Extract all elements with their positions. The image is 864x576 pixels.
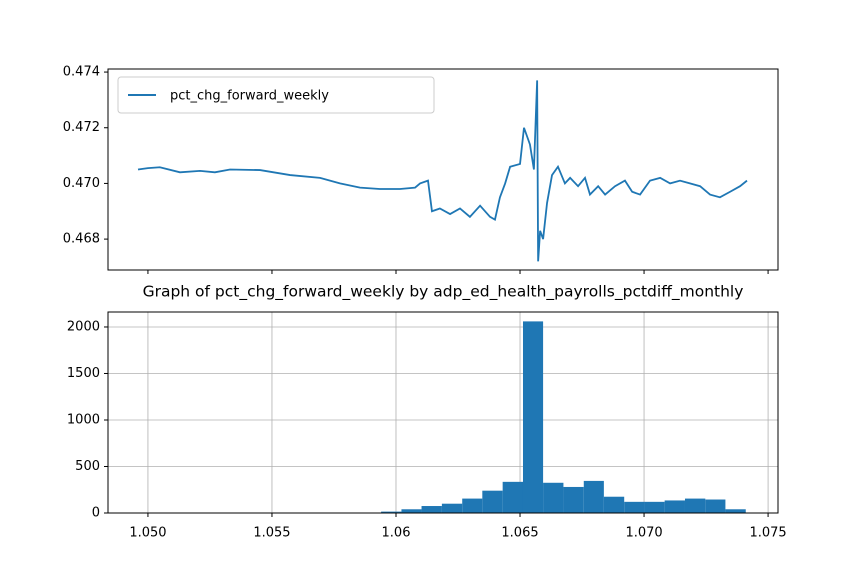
bar: [603, 496, 625, 513]
axes-frame: [107, 68, 779, 271]
bar: [482, 490, 503, 513]
legend-box: [117, 76, 435, 114]
bar: [705, 499, 726, 513]
bar: [381, 511, 402, 513]
bar: [543, 482, 564, 513]
bar: [421, 506, 442, 513]
bar: [401, 509, 422, 513]
y-tick-label: 2000: [67, 319, 100, 334]
x-tick-label: 1.055: [253, 526, 290, 541]
y-tick-label: 0.472: [63, 120, 100, 135]
chart-title: Graph of pct_chg_forward_weekly by adp_e…: [143, 283, 744, 302]
x-tick-label: 1.06: [382, 526, 411, 541]
line: [137, 80, 748, 262]
y-tick-label: 0.468: [63, 232, 100, 247]
legend-label: pct_chg_forward_weekly: [170, 89, 329, 104]
y-tick-label: 0.470: [63, 176, 100, 191]
y-tick-label: 0: [92, 506, 100, 521]
bar: [502, 481, 523, 513]
bar: [563, 486, 584, 513]
axes-frame: [107, 311, 779, 514]
bar: [664, 500, 685, 513]
bar: [725, 509, 746, 513]
bar: [462, 498, 483, 513]
y-tick-label: 1000: [67, 412, 100, 427]
bar: [583, 480, 604, 513]
bar: [522, 321, 544, 513]
y-tick-label: 500: [75, 459, 100, 474]
x-tick-label: 1.050: [129, 526, 166, 541]
bar: [624, 501, 645, 513]
bar: [441, 503, 463, 513]
bar: [684, 498, 706, 513]
x-tick-label: 1.075: [749, 526, 786, 541]
x-tick-label: 1.065: [501, 526, 538, 541]
y-tick-label: 0.474: [63, 65, 100, 80]
x-tick-label: 1.070: [625, 526, 662, 541]
bar: [644, 501, 665, 513]
y-tick-label: 1500: [67, 366, 100, 381]
